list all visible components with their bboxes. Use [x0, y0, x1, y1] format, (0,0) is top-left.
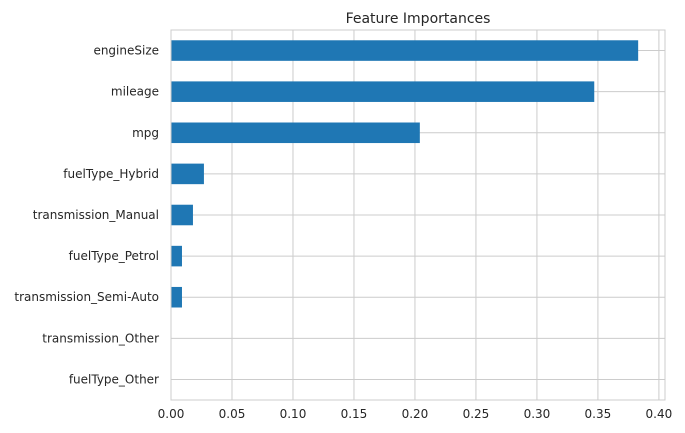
bar-fuelType_Hybrid	[171, 163, 204, 185]
x-tick-label: 0.05	[219, 407, 246, 421]
chart-title: Feature Importances	[346, 11, 491, 27]
x-tick-labels: 0.00 0.05 0.10 0.15 0.20 0.25 0.30 0.35 0.40	[158, 407, 673, 421]
y-tick-label: fuelType_Petrol	[69, 249, 159, 263]
y-tick-label: mpg	[132, 126, 159, 140]
y-tick-label: mileage	[111, 85, 159, 99]
plot-frame	[170, 29, 666, 401]
bar-mileage	[171, 81, 595, 102]
x-tick-label: 0.00	[158, 407, 185, 421]
y-tick-label: fuelType_Hybrid	[63, 167, 159, 181]
x-tick-label: 0.20	[402, 407, 429, 421]
bar-engineSize	[171, 40, 639, 61]
y-tick-label: transmission_Manual	[33, 208, 159, 222]
x-tick-label: 0.35	[585, 407, 612, 421]
bar-fuelType_Petrol	[171, 245, 182, 267]
y-tick-label: transmission_Other	[42, 331, 159, 345]
bar-mpg	[171, 122, 420, 144]
bar-transmission_Manual	[171, 204, 193, 226]
bars	[171, 40, 639, 308]
y-tick-label: fuelType_Other	[69, 372, 159, 386]
bar-transmission_Semi-Auto	[171, 286, 182, 308]
x-tick-label: 0.15	[341, 407, 368, 421]
x-tick-label: 0.25	[463, 407, 490, 421]
y-tick-labels: engineSize mileage mpg fuelType_Hybridtrans…	[14, 44, 159, 387]
x-tick-label: 0.30	[524, 407, 551, 421]
x-tick-label: 0.10	[280, 407, 307, 421]
y-tick-label: engineSize	[93, 44, 159, 58]
y-tick-label: transmission_Semi-Auto	[14, 290, 159, 304]
x-tick-label: 0.40	[646, 407, 673, 421]
